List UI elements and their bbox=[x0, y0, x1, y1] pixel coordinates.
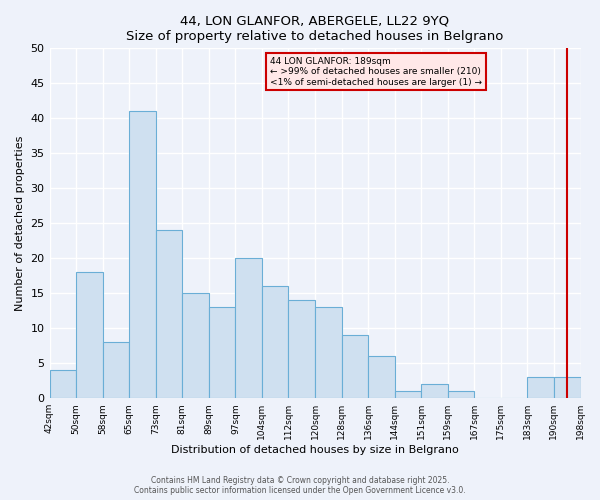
Bar bbox=[527, 377, 554, 398]
Bar bbox=[368, 356, 395, 398]
Bar bbox=[554, 377, 581, 398]
Y-axis label: Number of detached properties: Number of detached properties bbox=[15, 136, 25, 311]
Bar bbox=[341, 335, 368, 398]
Bar bbox=[156, 230, 182, 398]
Text: Contains HM Land Registry data © Crown copyright and database right 2025.
Contai: Contains HM Land Registry data © Crown c… bbox=[134, 476, 466, 495]
Bar bbox=[289, 300, 315, 398]
Bar bbox=[50, 370, 76, 398]
Bar bbox=[315, 307, 341, 398]
Bar bbox=[421, 384, 448, 398]
Bar bbox=[448, 391, 475, 398]
Title: 44, LON GLANFOR, ABERGELE, LL22 9YQ
Size of property relative to detached houses: 44, LON GLANFOR, ABERGELE, LL22 9YQ Size… bbox=[127, 15, 504, 43]
X-axis label: Distribution of detached houses by size in Belgrano: Distribution of detached houses by size … bbox=[171, 445, 459, 455]
Bar bbox=[182, 293, 209, 398]
Bar bbox=[76, 272, 103, 398]
Bar bbox=[395, 391, 421, 398]
Bar bbox=[209, 307, 235, 398]
Bar bbox=[235, 258, 262, 398]
Bar bbox=[262, 286, 289, 398]
Bar bbox=[103, 342, 129, 398]
Text: 44 LON GLANFOR: 189sqm
← >99% of detached houses are smaller (210)
<1% of semi-d: 44 LON GLANFOR: 189sqm ← >99% of detache… bbox=[270, 57, 482, 87]
Bar bbox=[129, 112, 156, 398]
